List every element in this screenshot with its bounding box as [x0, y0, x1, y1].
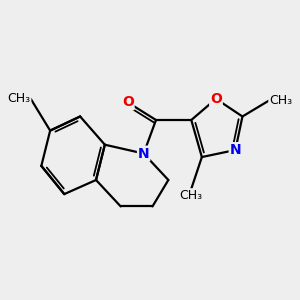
Text: CH₃: CH₃	[8, 92, 31, 105]
Text: N: N	[138, 146, 149, 161]
Text: N: N	[230, 143, 241, 157]
Text: CH₃: CH₃	[269, 94, 292, 107]
Text: CH₃: CH₃	[180, 189, 203, 202]
Text: O: O	[122, 95, 134, 110]
Text: O: O	[210, 92, 222, 106]
